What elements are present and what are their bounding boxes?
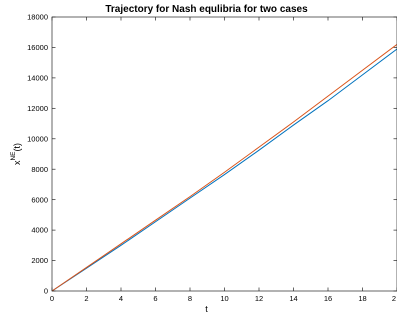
series-line-2 xyxy=(51,44,397,292)
y-axis-label-suffix: (t) xyxy=(12,143,22,152)
plot-background xyxy=(52,17,397,291)
y-axis-label-superscript: NE xyxy=(10,151,17,161)
y-axis-label: xNE(t) xyxy=(10,143,22,165)
y-tick-label: 6000 xyxy=(31,195,48,204)
y-tick-label: 16000 xyxy=(27,43,48,52)
x-tick-label: 16 xyxy=(324,294,332,303)
x-axis-label: t xyxy=(205,304,208,314)
x-tick-label: 6 xyxy=(153,294,157,303)
ticks-layer: 0 2 4 6 8 10 12 14 16 18 2020004000600080001000012… xyxy=(27,13,397,303)
y-tick-label: 2000 xyxy=(31,256,48,265)
y-axis-label-base: x xyxy=(12,160,22,165)
x-tick-label: 14 xyxy=(289,294,297,303)
plot-frame xyxy=(51,16,397,292)
x-tick-label: 0 xyxy=(50,294,54,303)
chart-title: Trajectory for Nash equlibria for two ca… xyxy=(105,4,308,15)
x-tick-label: 10 xyxy=(220,294,228,303)
y-tick-label: 10000 xyxy=(27,134,48,143)
x-tick-label: 12 xyxy=(255,294,263,303)
y-tick-label: 14000 xyxy=(27,73,48,82)
x-tick-label: 4 xyxy=(119,294,123,303)
y-tick-label: 0 xyxy=(44,287,48,296)
y-tick-label: 4000 xyxy=(31,226,48,235)
x-tick-label: 2 xyxy=(84,294,88,303)
y-tick-label: 8000 xyxy=(31,165,48,174)
x-tick-label: 2 xyxy=(392,294,396,303)
series-line-1 xyxy=(51,48,397,292)
series-layer xyxy=(51,44,397,292)
y-tick-label: 12000 xyxy=(27,104,48,113)
x-tick-label: 8 xyxy=(188,294,192,303)
y-tick-label: 18000 xyxy=(27,13,48,22)
x-tick-label: 18 xyxy=(358,294,366,303)
